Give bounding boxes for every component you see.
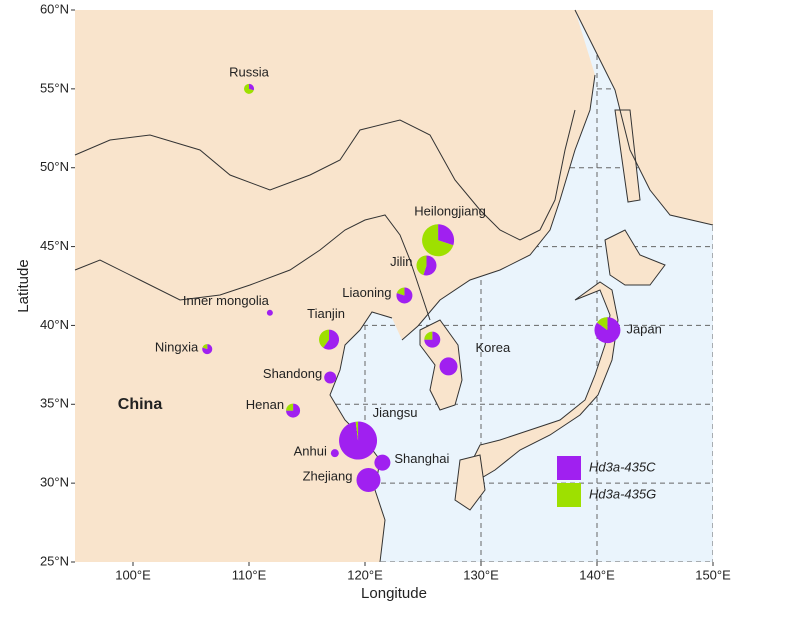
pie-slice: [596, 317, 608, 331]
legend-swatch: [557, 456, 581, 480]
site-label: Anhui: [294, 444, 327, 459]
land-shapes: [74, 9, 714, 563]
y-tick-label: 25°N: [40, 553, 69, 568]
pie: [286, 403, 301, 418]
pie-slice: [202, 344, 213, 355]
pie-slice: [323, 329, 340, 350]
site-label: Liaoning: [342, 285, 391, 300]
pie: [356, 467, 381, 492]
pie-slice: [396, 287, 405, 296]
labels: Russia Heilongjiang Jilin Liaoning Inner mon…: [155, 64, 662, 507]
site-label: Inner mongolia: [183, 293, 270, 308]
x-tick-label: 120°E: [347, 567, 383, 582]
site-label: Zhejiang: [303, 468, 353, 483]
legend-swatch: [557, 483, 581, 507]
site-label: Shanghai: [394, 451, 449, 466]
y-tick-label: 40°N: [40, 317, 69, 332]
y-tick-label: 35°N: [40, 396, 69, 411]
x-tick-label: 150°E: [695, 567, 731, 582]
y-axis-title: Latitude: [15, 259, 32, 312]
region-label: China: [118, 396, 163, 413]
pie-slice: [439, 357, 458, 376]
pie-slice: [249, 83, 254, 91]
x-axis-title: Longitude: [361, 585, 427, 602]
pie: [424, 331, 441, 348]
pie-slice: [416, 255, 427, 276]
pie-slice: [355, 421, 359, 441]
site-label: Jiangsu: [373, 405, 418, 420]
pie: [244, 83, 254, 94]
site-label: Heilongjiang: [414, 204, 486, 219]
pie: [422, 224, 455, 257]
x-tick-label: 140°E: [579, 567, 615, 582]
pie: [266, 309, 273, 316]
pie-slice: [438, 224, 455, 246]
y-tick-label: 50°N: [40, 159, 69, 174]
pie-slice: [423, 255, 437, 276]
y-tick-label: 30°N: [40, 475, 69, 490]
axes: 100°E 110°E 120°E 130°E 140°E 150°E 25°N 30°N 35…: [40, 1, 731, 582]
pie-slice: [330, 449, 339, 458]
pie-slice: [266, 309, 273, 316]
pie: [202, 344, 213, 355]
pie-slice: [396, 287, 413, 304]
site-label: Korea: [476, 340, 511, 355]
x-tick-label: 110°E: [232, 567, 267, 582]
pie: [330, 449, 339, 458]
x-tick-label: 130°E: [463, 567, 499, 582]
pie: [396, 287, 413, 304]
site-label: Russia: [229, 64, 270, 79]
pie: [319, 329, 340, 350]
pie-slice: [356, 467, 381, 492]
y-tick-label: 60°N: [40, 1, 69, 16]
pie-slice: [319, 329, 330, 348]
pies: [202, 83, 621, 492]
legend-label: Hd3a-435C: [589, 459, 656, 474]
site-label: Ningxia: [155, 340, 199, 355]
y-tick-label: 55°N: [40, 80, 69, 95]
pie-slice: [244, 83, 254, 94]
pie: [324, 371, 337, 384]
pie-slice: [286, 403, 294, 411]
pie: [339, 421, 378, 460]
legend-label: Hd3a-435G: [589, 486, 656, 501]
site-label: Shandong: [263, 366, 322, 381]
pie: [416, 255, 437, 276]
pie-slice: [324, 371, 337, 384]
site-label: Japan: [626, 322, 661, 337]
pie-slice: [422, 224, 454, 257]
pie-slice: [339, 421, 378, 460]
pie-slice: [594, 317, 621, 344]
pie-slice: [424, 331, 433, 340]
site-label: Tianjin: [307, 306, 345, 321]
pie: [374, 454, 391, 471]
pie: [439, 357, 458, 376]
pie-slice: [374, 454, 391, 471]
pie: [594, 317, 621, 344]
site-label: Henan: [246, 397, 284, 412]
pie-slice: [202, 344, 208, 350]
site-label: Jilin: [390, 254, 412, 269]
x-tick-label: 100°E: [115, 567, 151, 582]
pie-slice: [286, 403, 301, 418]
y-tick-label: 45°N: [40, 238, 69, 253]
